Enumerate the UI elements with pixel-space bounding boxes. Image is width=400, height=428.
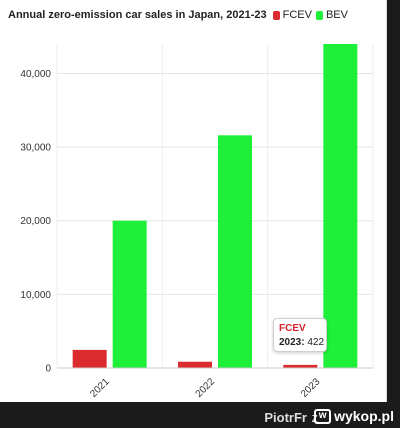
tooltip-value-line: 2023: 422 [279, 337, 325, 348]
tooltip-value: 422 [307, 337, 325, 348]
legend-label-bev: BEV [325, 9, 348, 21]
bar-fcev-2022 [178, 361, 212, 368]
wykop-logo-text: wykop.pl [334, 408, 394, 424]
bar-bev-2023 [323, 44, 358, 368]
y-tick-label: 10,000 [20, 290, 51, 301]
x-tick-label: 2023 [299, 376, 323, 400]
y-tick-label: 40,000 [20, 69, 51, 80]
wykop-logo[interactable]: w wykop.pl [314, 408, 394, 424]
y-tick-label: 0 [45, 364, 51, 375]
legend-swatch-bev [315, 10, 323, 20]
footer-username[interactable]: PiotrFr [264, 410, 307, 425]
tooltip-colon: : [301, 337, 305, 348]
chart-plot: 0 10,000 20,000 30,000 40,000 2021 2022 2023 [20, 44, 374, 400]
chart-header: Annual zero-emission car sales in Japan,… [8, 9, 348, 21]
wykop-w-icon: w [314, 408, 332, 424]
chart-title: Annual zero-emission car sales in Japan,… [8, 9, 267, 21]
legend-label-fcev: FCEV [282, 9, 312, 21]
bar-fcev-2023 [283, 364, 318, 368]
chart-card: Annual zero-emission car sales in Japan,… [0, 0, 387, 402]
x-tick-label: 2021 [88, 376, 112, 400]
x-tick-label: 2022 [194, 376, 218, 400]
y-tick-label: 30,000 [20, 143, 51, 154]
bar-bev-2021 [112, 220, 147, 368]
legend-item-fcev[interactable]: FCEV [272, 9, 312, 21]
legend-item-bev[interactable]: BEV [315, 9, 348, 21]
tooltip-series-name: FCEV [279, 323, 306, 334]
chart-tooltip: FCEV 2023: 422 [273, 318, 327, 352]
legend-swatch-fcev [272, 10, 280, 20]
bar-bev-2022 [218, 135, 252, 368]
tooltip-category: 2023 [279, 337, 302, 348]
footer-bar: PiotrFr z w wykop.pl [0, 404, 400, 428]
bar-fcev-2021 [72, 349, 107, 368]
y-tick-label: 20,000 [20, 216, 51, 227]
